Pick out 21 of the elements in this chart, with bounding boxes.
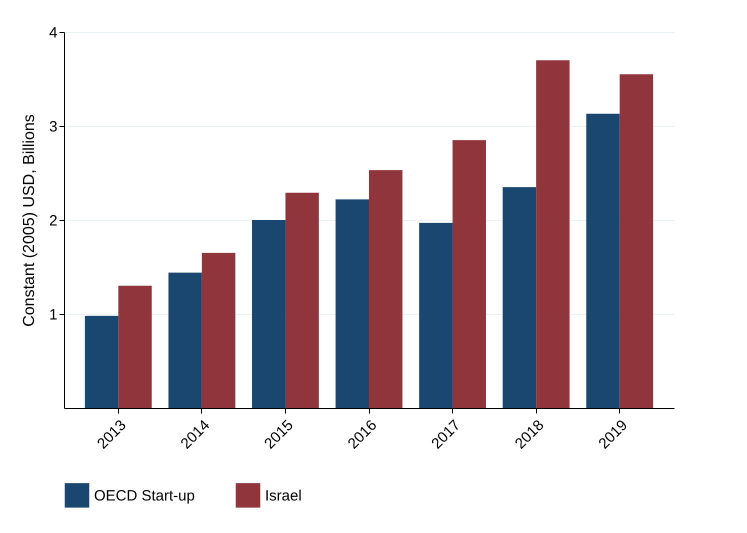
bar (419, 222, 453, 408)
bar (252, 220, 286, 408)
y-tick-label: 4 (49, 24, 58, 42)
y-tick-label: 1 (49, 306, 58, 324)
legend-label: Israel (265, 487, 302, 504)
bar (369, 170, 402, 408)
bar (336, 199, 369, 408)
bar (84, 316, 118, 408)
bar (452, 140, 486, 408)
bar (202, 252, 236, 408)
y-tick-label: 3 (49, 118, 58, 136)
bar (586, 114, 620, 408)
bar (536, 60, 570, 408)
bar (502, 187, 536, 408)
bar (118, 286, 152, 408)
bar (620, 74, 654, 408)
legend-label: OECD Start-up (94, 487, 195, 504)
y-axis-title: Constant (2005) USD, Billions (21, 114, 38, 327)
y-tick-label: 2 (49, 212, 58, 230)
bar (285, 192, 319, 408)
bar (168, 272, 202, 408)
